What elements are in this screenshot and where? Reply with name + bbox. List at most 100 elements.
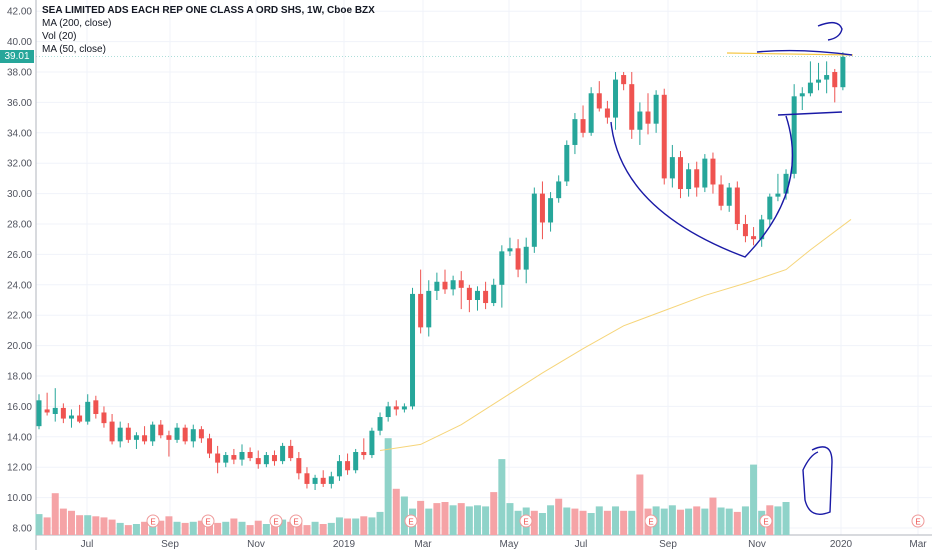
volume-bar-48 [425, 508, 433, 535]
candle-8 [101, 406, 107, 428]
volume-bar-18 [181, 522, 189, 535]
candle-41 [369, 427, 375, 459]
candle-body-96 [816, 79, 822, 83]
time-axis[interactable]: Jul Sep Nov 2019 Mar May Jul Sep Nov 2020 Mar [36, 534, 932, 550]
volume-circle-drawing[interactable] [802, 446, 833, 515]
candle-body-3 [60, 407, 66, 419]
candle-body-92 [783, 173, 789, 194]
candle-body-7 [93, 400, 99, 414]
candle-82 [702, 154, 708, 193]
candle-body-15 [158, 424, 164, 436]
candle-body-12 [133, 435, 139, 440]
price-tick-7: 22.00 [7, 311, 32, 322]
volume-bar-56 [490, 492, 498, 535]
candle-body-85 [726, 187, 732, 206]
candle-body-84 [718, 184, 724, 206]
candle-70 [604, 100, 610, 124]
candle-body-66 [572, 119, 578, 145]
volume-bar-30 [279, 519, 287, 535]
candle-body-71 [613, 79, 619, 118]
candle-body-19 [190, 429, 196, 442]
candle-75 [645, 93, 651, 135]
volume-bar-10 [116, 522, 124, 535]
candle-11 [125, 423, 131, 443]
price-tick-14: 36.00 [7, 98, 32, 109]
volume-bar-27 [254, 520, 262, 535]
candle-23 [223, 452, 229, 468]
user-drawings[interactable] [610, 21, 854, 515]
volume-bar-55 [482, 506, 490, 535]
candle-90 [767, 193, 773, 226]
volume-bar-51 [449, 505, 457, 535]
price-axis[interactable]: 8.00 10.00 12.00 14.00 16.00 18.00 20.00 22.00 2… [7, 0, 37, 550]
volume-bar-37 [335, 517, 343, 535]
candle-32 [296, 452, 302, 480]
candle-body-22 [215, 453, 221, 463]
candle-body-68 [588, 93, 594, 133]
candle-body-50 [442, 281, 448, 290]
candle-body-16 [166, 435, 172, 440]
candle-body-67 [580, 119, 586, 133]
candle-body-72 [621, 75, 627, 85]
price-tick-1: 10.00 [7, 493, 32, 504]
candle-44 [393, 400, 399, 416]
candle-51 [450, 275, 456, 296]
price-tick-8: 24.00 [7, 280, 32, 291]
candle-88 [751, 227, 757, 246]
price-tick-10: 28.00 [7, 220, 32, 231]
candle-33 [304, 467, 310, 489]
volume-bar-5 [76, 515, 84, 535]
candle-body-33 [304, 473, 310, 484]
candle-26 [247, 447, 253, 462]
candle-39 [353, 448, 359, 474]
time-tick-0: Jul [81, 539, 94, 550]
candle-body-79 [677, 157, 683, 190]
volume-bar-0 [35, 514, 43, 535]
handle-bottom-line[interactable] [777, 111, 843, 116]
candle-19 [190, 424, 196, 448]
volume-bar-52 [457, 503, 465, 535]
candle-body-76 [653, 94, 659, 124]
candle-body-86 [734, 187, 740, 224]
legend-volume[interactable]: Vol (20) [42, 31, 77, 42]
candle-body-58 [507, 248, 513, 252]
volume-bar-66 [571, 508, 579, 535]
candle-56 [491, 278, 497, 307]
earnings-marker-4: E [404, 514, 418, 528]
candle-body-18 [182, 427, 188, 442]
volume-bar-91 [774, 506, 782, 535]
price-tick-13: 34.00 [7, 128, 32, 139]
candle-37 [336, 455, 342, 481]
candle-body-65 [564, 144, 570, 182]
volume-bar-79 [676, 509, 684, 535]
candle-27 [255, 450, 261, 469]
earnings-label-4: E [408, 518, 413, 527]
volume-bar-45 [400, 496, 408, 535]
candle-30 [280, 442, 286, 465]
candle-body-61 [531, 193, 537, 247]
arrow-scribble[interactable] [817, 21, 843, 41]
candle-77 [661, 88, 667, 185]
volume-bar-80 [685, 508, 693, 535]
legend-ma-50[interactable]: MA (50, close) [42, 44, 106, 55]
cup-drawing[interactable] [610, 115, 794, 258]
handle-top-line[interactable] [756, 49, 853, 56]
time-tick-1: Sep [161, 539, 179, 550]
candle-body-54 [474, 290, 480, 300]
candle-body-99 [840, 56, 846, 88]
candle-14 [150, 421, 156, 446]
volume-bar-16 [165, 516, 173, 535]
candle-body-52 [458, 280, 464, 288]
candle-body-44 [393, 406, 399, 410]
legend-ma-200[interactable]: MA (200, close) [42, 18, 112, 29]
candle-86 [734, 181, 740, 231]
candle-body-37 [336, 461, 342, 477]
earnings-label-3: E [293, 518, 298, 527]
resistance-line[interactable] [726, 52, 854, 56]
candle-12 [133, 432, 139, 449]
candle-body-30 [280, 445, 286, 462]
candle-4 [68, 409, 74, 428]
candle-body-36 [328, 476, 334, 484]
